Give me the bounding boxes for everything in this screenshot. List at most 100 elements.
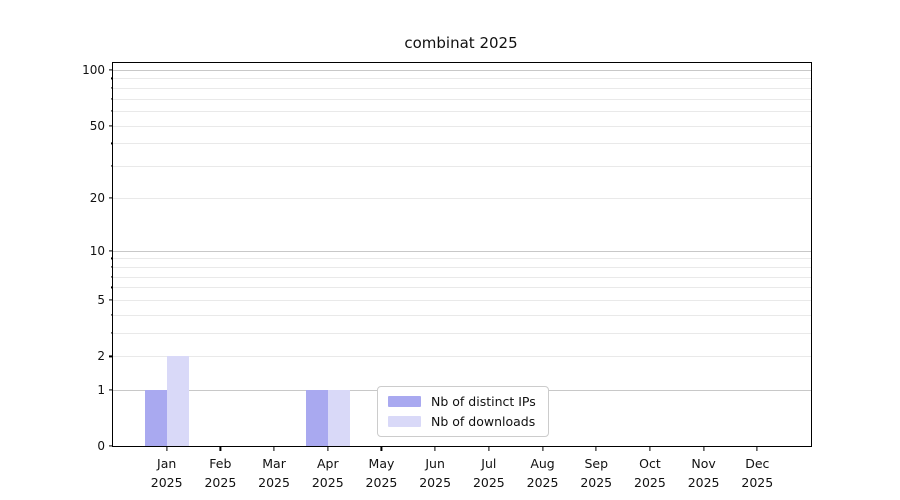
x-tick (703, 446, 705, 451)
x-tick-year: 2025 (258, 475, 290, 490)
y-tick (108, 445, 113, 447)
minor-gridline (113, 287, 811, 289)
x-tick-month: Jan (157, 456, 177, 471)
y-minor-tick (110, 110, 113, 112)
minor-gridline (113, 111, 811, 113)
x-tick-year: 2025 (634, 475, 666, 490)
y-minor-tick (110, 142, 113, 144)
x-tick-month: Mar (262, 456, 286, 471)
y-minor-tick (110, 275, 113, 278)
major-gridline (113, 197, 811, 199)
x-tick-month: Oct (639, 456, 661, 471)
minor-gridline (113, 78, 811, 80)
x-tick-month: May (368, 456, 395, 471)
x-tick-label: Mar 2025 (239, 454, 309, 492)
x-tick-year: 2025 (687, 475, 720, 490)
y-tick-label: 100 (82, 62, 105, 77)
legend-swatch (388, 416, 421, 427)
major-gridline (113, 356, 811, 358)
minor-gridline (113, 266, 811, 268)
legend-item: Nb of distinct IPs (388, 394, 536, 409)
major-gridline (113, 250, 811, 252)
x-tick-label: May 2025 (346, 454, 416, 492)
x-tick-month: Feb (209, 456, 232, 471)
legend: Nb of distinct IPs Nb of downloads (377, 386, 549, 437)
y-minor-tick (110, 314, 113, 316)
x-tick-label: Nov 2025 (669, 454, 739, 492)
y-tick (108, 197, 113, 199)
x-tick-month: Sep (584, 456, 608, 471)
x-tick-label: Aug 2025 (508, 454, 578, 492)
y-tick-label: 0 (97, 439, 105, 453)
bar-downloads (327, 389, 350, 446)
y-minor-tick (110, 87, 113, 89)
x-tick-label: Apr 2025 (293, 454, 363, 492)
x-tick-year: 2025 (150, 475, 183, 490)
x-tick-label: Feb 2025 (185, 454, 255, 492)
y-tick (108, 125, 113, 127)
minor-gridline (113, 333, 811, 335)
y-tick-label: 10 (89, 243, 105, 258)
x-tick-label: Jan 2025 (132, 454, 202, 492)
bar-downloads (166, 356, 189, 446)
y-tick (108, 355, 113, 358)
x-tick (327, 446, 329, 451)
major-gridline (113, 300, 811, 301)
y-minor-tick (110, 266, 113, 268)
minor-gridline (113, 143, 811, 145)
x-tick-year: 2025 (580, 475, 613, 490)
y-tick (108, 250, 113, 252)
x-tick-label: Jul 2025 (454, 454, 524, 492)
x-tick-month: Dec (745, 456, 770, 471)
x-tick-month: Jul (481, 456, 497, 471)
chart-title: combinat 2025 (404, 34, 518, 52)
legend-item: Nb of downloads (388, 414, 536, 429)
minor-gridline (113, 166, 811, 168)
bar-distinct-ips (144, 389, 167, 446)
y-minor-tick (110, 332, 113, 334)
x-tick-month: Apr (316, 456, 339, 471)
major-gridline (113, 69, 811, 71)
minor-gridline (113, 276, 811, 278)
y-tick (108, 388, 113, 391)
y-minor-tick (110, 165, 113, 167)
y-tick-label: 50 (89, 118, 105, 133)
plot-area: Nb of distinct IPs Nb of downloads 0 1 2 5 10… (82, 62, 812, 490)
x-tick (434, 446, 436, 451)
legend-swatch (388, 396, 421, 407)
x-tick (166, 446, 168, 451)
x-tick-label: Dec 2025 (722, 454, 792, 492)
x-tick-month: Nov (691, 456, 716, 471)
y-tick (108, 299, 113, 301)
y-tick-label: 2 (97, 349, 105, 364)
x-tick-year: 2025 (741, 475, 774, 490)
major-gridline (113, 125, 811, 127)
x-tick (219, 446, 221, 451)
legend-label: Nb of distinct IPs (431, 394, 536, 409)
x-tick (756, 446, 758, 451)
x-tick-year: 2025 (365, 475, 398, 490)
y-tick (108, 69, 113, 71)
x-tick-year: 2025 (526, 475, 559, 490)
x-tick-label: Sep 2025 (561, 454, 631, 492)
y-tick-label: 1 (97, 382, 105, 397)
x-tick-month: Jun (425, 456, 445, 471)
x-tick (595, 446, 597, 451)
x-tick (649, 446, 651, 451)
x-tick (380, 446, 383, 451)
x-tick-year: 2025 (419, 475, 452, 490)
x-tick-year: 2025 (472, 475, 505, 490)
y-minor-tick (110, 98, 113, 100)
x-tick-label: Jun 2025 (400, 454, 470, 492)
x-tick (488, 446, 490, 451)
x-tick (541, 446, 544, 451)
y-minor-tick (110, 77, 113, 80)
minor-gridline (113, 314, 811, 316)
x-tick-year: 2025 (311, 475, 344, 490)
x-tick-year: 2025 (204, 475, 237, 490)
x-tick-label: Oct 2025 (615, 454, 685, 492)
x-tick-month: Aug (530, 456, 555, 471)
bar-distinct-ips (305, 389, 328, 446)
y-minor-tick (110, 286, 113, 289)
